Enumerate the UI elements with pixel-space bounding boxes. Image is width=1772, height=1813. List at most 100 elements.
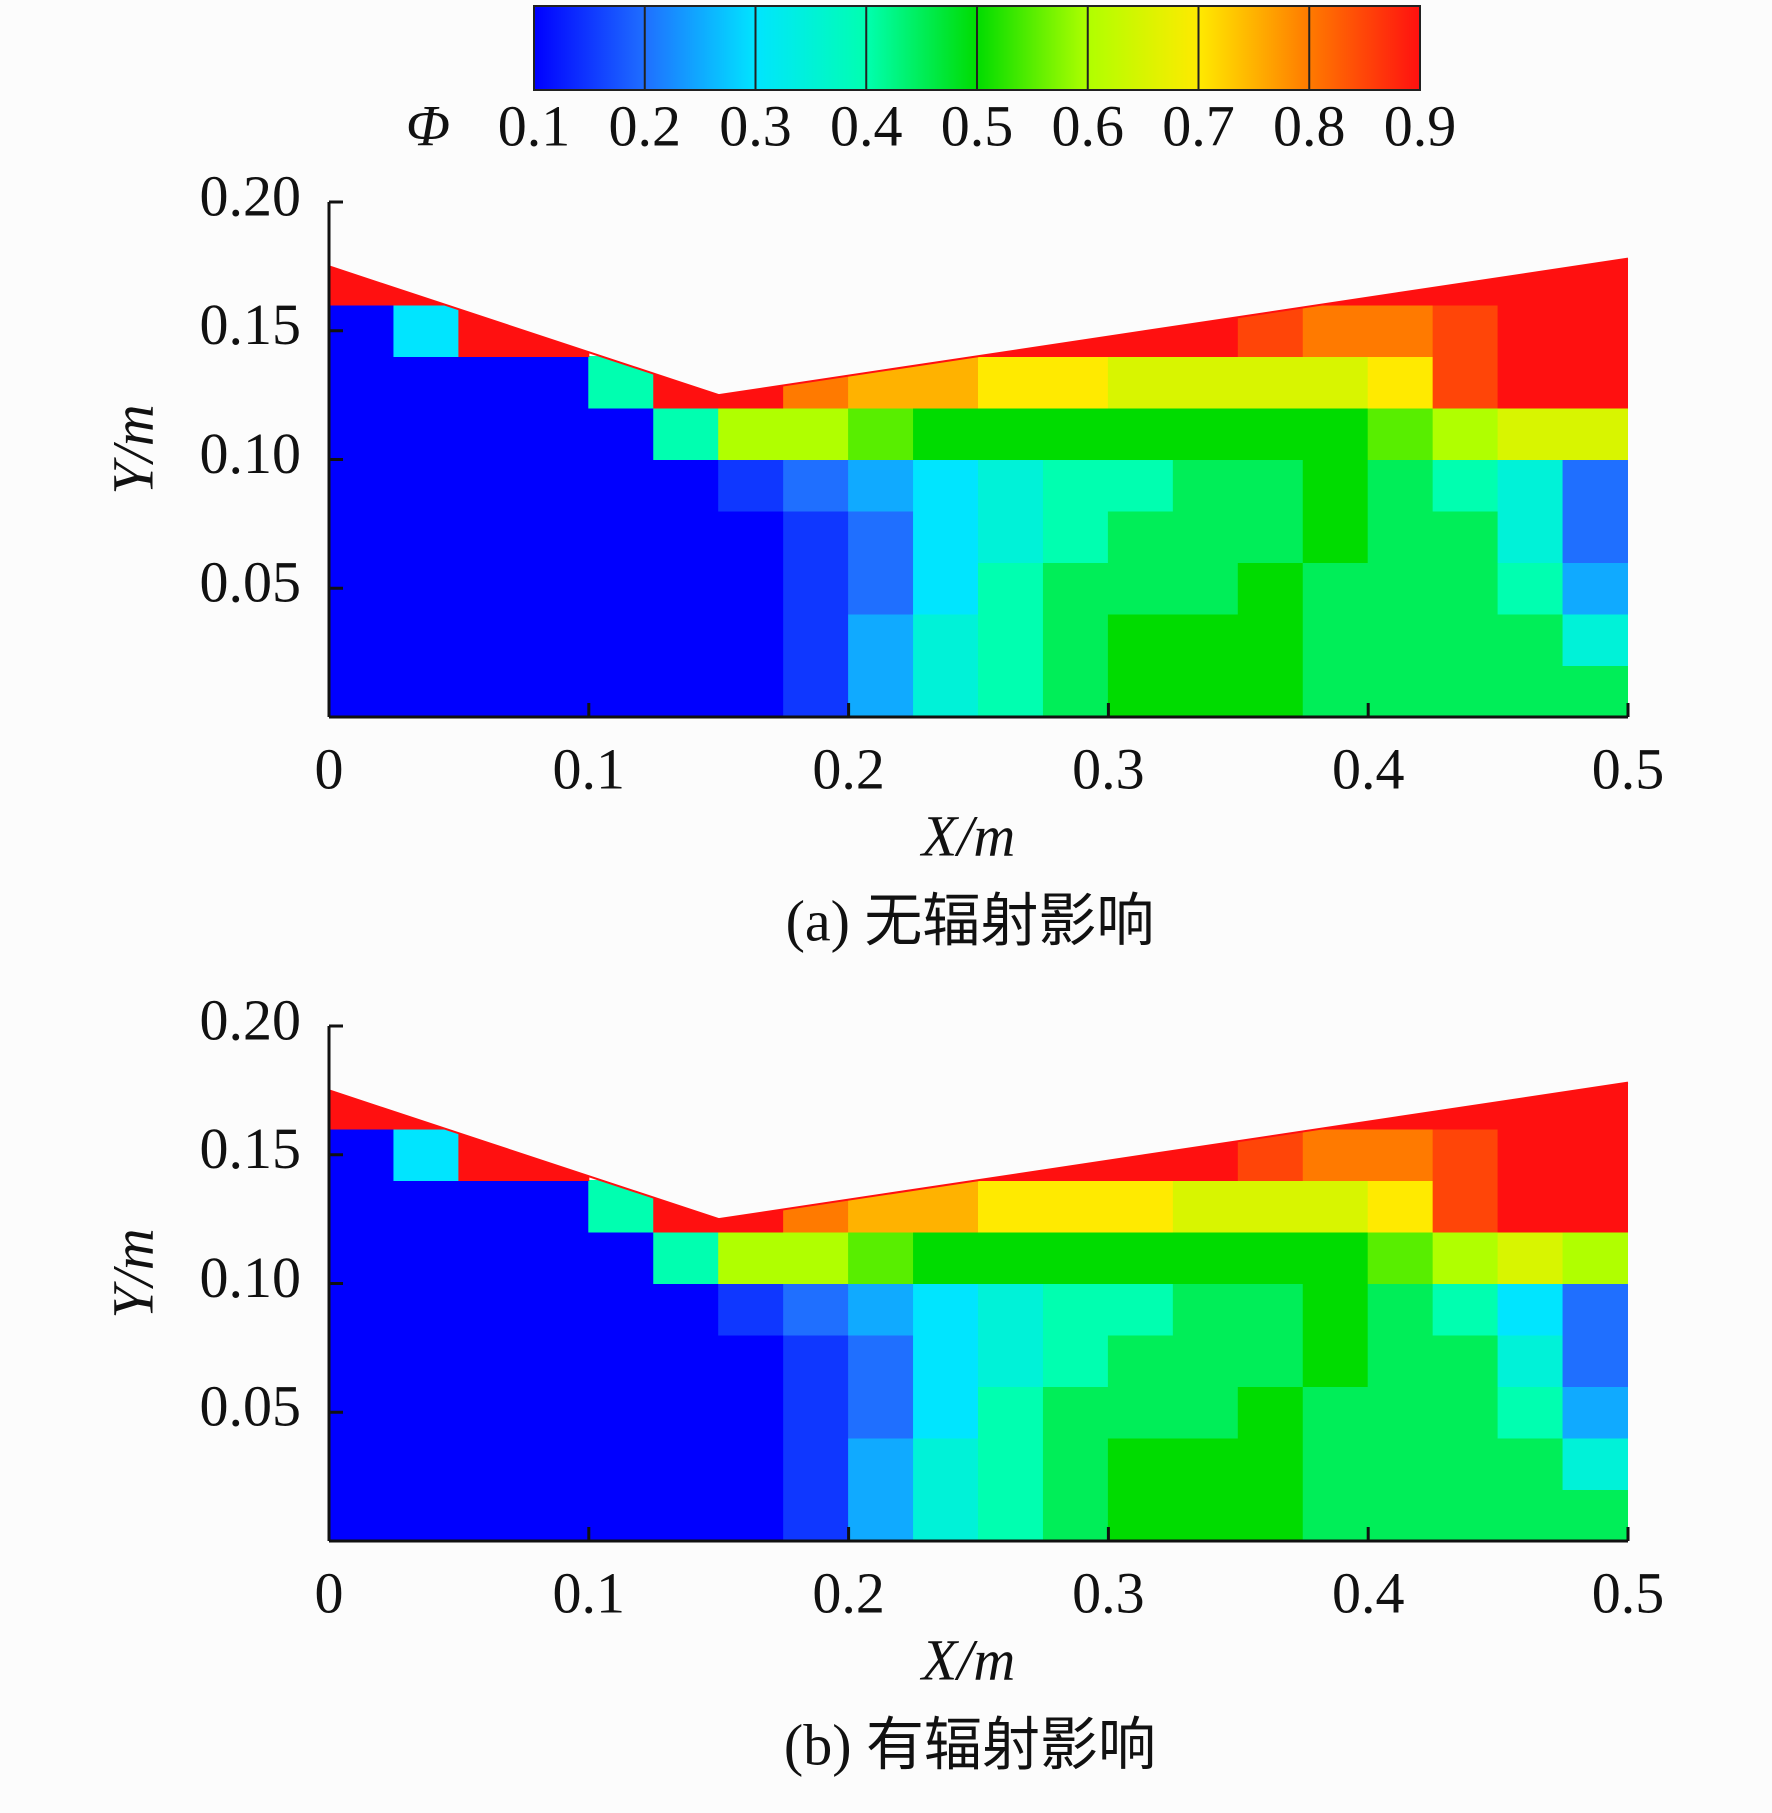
contour-cell bbox=[1562, 1437, 1628, 1490]
contour-cell bbox=[523, 562, 590, 615]
contour-cell bbox=[458, 356, 525, 409]
contour-cell bbox=[1172, 1128, 1239, 1181]
colorbar-segment bbox=[977, 6, 1089, 90]
contour-cell bbox=[458, 613, 525, 666]
contour-cell bbox=[1042, 562, 1109, 615]
contour-cell bbox=[1172, 459, 1239, 512]
contour-cell bbox=[718, 1180, 785, 1233]
contour-cell bbox=[1562, 1386, 1628, 1439]
x-tick-label: 0.4 bbox=[1332, 736, 1405, 801]
contour-cell bbox=[848, 356, 915, 409]
contour-cell bbox=[718, 1283, 785, 1336]
contour-cell bbox=[913, 407, 979, 460]
contour-cell bbox=[1302, 613, 1369, 666]
contour-cell bbox=[1367, 356, 1434, 409]
contour-cell bbox=[653, 1437, 720, 1490]
contour-cell bbox=[588, 1231, 655, 1284]
contour-cell bbox=[523, 1231, 590, 1284]
contour-cell bbox=[1562, 562, 1628, 615]
contour-cell bbox=[329, 510, 395, 563]
x-tick-label: 0.5 bbox=[1592, 736, 1665, 801]
contour-cell bbox=[588, 1334, 655, 1387]
contour-cell bbox=[1367, 1283, 1434, 1336]
contour-cell bbox=[718, 356, 785, 409]
colorbar-segment bbox=[644, 6, 756, 90]
contour-cell bbox=[329, 1283, 395, 1336]
contour-cell bbox=[1562, 613, 1628, 666]
contour-cell bbox=[1302, 356, 1369, 409]
contour-cell bbox=[848, 665, 915, 717]
contour-cell bbox=[393, 304, 460, 357]
contour-cell bbox=[1367, 562, 1434, 615]
contour-cell bbox=[1237, 1334, 1304, 1387]
contour-cell bbox=[978, 1489, 1044, 1541]
contour-cell bbox=[1107, 665, 1174, 717]
contour-cell bbox=[1432, 613, 1499, 666]
contour-cell bbox=[329, 1437, 395, 1490]
contour-cell bbox=[978, 1128, 1044, 1181]
contour-cell bbox=[1237, 1283, 1304, 1336]
colorbar-segment bbox=[534, 6, 646, 90]
contour-cell bbox=[653, 1489, 720, 1541]
contour-cell bbox=[1107, 1386, 1174, 1439]
contour-cell bbox=[1107, 1128, 1174, 1181]
contour-cell bbox=[783, 1386, 850, 1439]
contour-cell bbox=[913, 562, 979, 615]
contour-cell bbox=[913, 1283, 979, 1336]
contour-cell bbox=[1497, 510, 1564, 563]
contour-cell bbox=[1107, 1283, 1174, 1336]
contour-cell bbox=[1497, 562, 1564, 615]
boundary bbox=[328, 1081, 1629, 1221]
contour-cell bbox=[913, 1334, 979, 1387]
contour-cell bbox=[783, 407, 850, 460]
contour-cell bbox=[588, 459, 655, 512]
colorbar-tick-label: 0.2 bbox=[609, 93, 682, 158]
contour-cell bbox=[1562, 459, 1628, 512]
colorbar-frame bbox=[533, 5, 1421, 91]
contour-cell bbox=[1042, 1128, 1109, 1181]
contour-cell bbox=[848, 459, 915, 512]
contour-cell bbox=[783, 459, 850, 512]
contour-cell bbox=[1107, 1231, 1174, 1284]
contour-cell bbox=[978, 562, 1044, 615]
contour-cell bbox=[588, 613, 655, 666]
colorbar-segment bbox=[755, 6, 867, 90]
contour-cell bbox=[913, 1489, 979, 1541]
contour-cell bbox=[523, 459, 590, 512]
contour-cell bbox=[1497, 1334, 1564, 1387]
contour-cell bbox=[783, 562, 850, 615]
contour-cell bbox=[1562, 1334, 1628, 1387]
contour-cell bbox=[393, 510, 460, 563]
colorbar-tick-label: 0.5 bbox=[941, 93, 1014, 158]
contour-cell bbox=[1042, 1334, 1109, 1387]
y-tick-label: 0.15 bbox=[200, 292, 302, 357]
contour-cell bbox=[1562, 665, 1628, 717]
contour-cell bbox=[588, 1386, 655, 1439]
contour-cell bbox=[978, 1283, 1044, 1336]
contour-cell bbox=[848, 1283, 915, 1336]
contour-cell bbox=[1302, 459, 1369, 512]
x-tick-label: 0.3 bbox=[1072, 736, 1145, 801]
contour-cell bbox=[1172, 1489, 1239, 1541]
contour-cell bbox=[1172, 304, 1239, 357]
contour-cell bbox=[1432, 665, 1499, 717]
colorbar-segment bbox=[1087, 6, 1199, 90]
contour-cell bbox=[718, 510, 785, 563]
contour-cell bbox=[1107, 407, 1174, 460]
x-tick-label: 0 bbox=[315, 736, 344, 801]
contour-cell bbox=[588, 510, 655, 563]
contour-cell bbox=[848, 562, 915, 615]
contour-cell bbox=[783, 510, 850, 563]
colorbar-segment bbox=[1198, 6, 1310, 90]
contour-cell bbox=[1367, 1386, 1434, 1439]
contour-cell bbox=[1367, 665, 1434, 717]
contour-cell bbox=[718, 1489, 785, 1541]
contour-cell bbox=[718, 1437, 785, 1490]
contour-cell bbox=[523, 1386, 590, 1439]
contour-cell bbox=[393, 1128, 460, 1181]
colorbar-tick-label: 0.6 bbox=[1052, 93, 1125, 158]
contour-cell bbox=[1302, 1386, 1369, 1439]
contour-cell bbox=[848, 1180, 915, 1233]
contour-cell bbox=[1172, 613, 1239, 666]
contour-cell bbox=[393, 459, 460, 512]
